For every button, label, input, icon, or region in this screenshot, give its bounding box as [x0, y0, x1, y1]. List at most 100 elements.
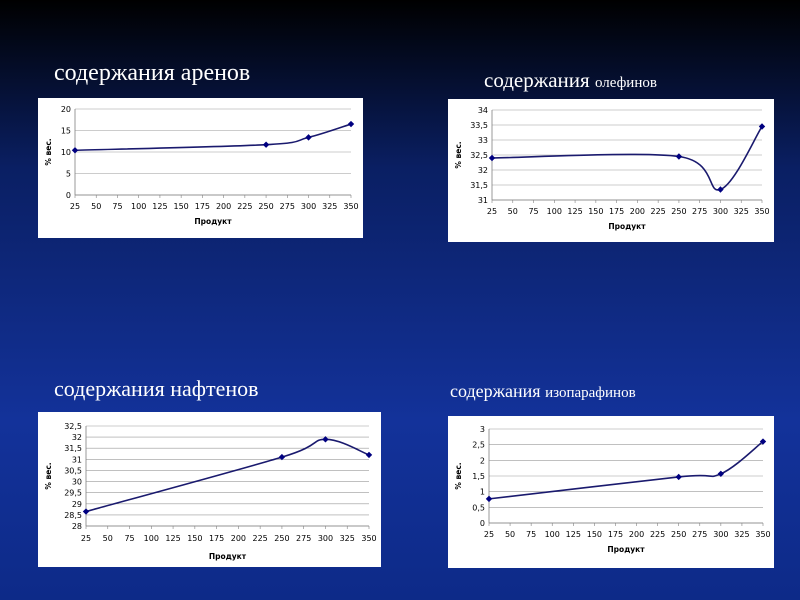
chart-2-xtick-label: 350 [361, 534, 376, 543]
chart-1-data-point [717, 186, 724, 193]
chart-0-data-point [71, 147, 79, 154]
chart-1-xtick-label: 25 [487, 207, 497, 216]
chart-2-ytick-label: 29,5 [64, 489, 82, 498]
chart-3-ytick-label: 1,5 [472, 472, 485, 481]
chart-1-xtick-label: 75 [528, 207, 538, 216]
chart-3-xtick-label: 75 [526, 530, 536, 539]
chart-2-xaxis-label: Продукт [209, 552, 247, 561]
chart-0-ytick-label: 0 [66, 191, 71, 200]
chart-2-xtick-label: 275 [296, 534, 311, 543]
chart-3-xtick-label: 50 [505, 530, 515, 539]
chart-0-xtick-label: 125 [152, 202, 167, 211]
chart-1-ytick-label: 33 [478, 136, 488, 145]
chart-2-ytick-label: 28 [72, 522, 82, 531]
chart-1-xtick-label: 275 [692, 207, 707, 216]
chart-3-ytick-label: 0,5 [472, 503, 485, 512]
chart-2-xtick-label: 125 [165, 534, 180, 543]
chart-3-xtick-label: 300 [713, 530, 728, 539]
chart-0-ytick-label: 5 [66, 170, 71, 179]
chart-0-xtick-label: 225 [237, 202, 252, 211]
chart-0-xtick-label: 175 [195, 202, 210, 211]
chart-1-series-line [491, 126, 763, 191]
chart-3-xtick-label: 225 [650, 530, 665, 539]
chart-1-ytick-label: 31 [478, 196, 488, 205]
chart-0-xtick-label: 275 [280, 202, 295, 211]
chart-0-xaxis-label: Продукт [194, 217, 232, 226]
chart-0-xtick-label: 100 [131, 202, 146, 211]
chart-2-yaxis-label: % вес. [44, 462, 53, 489]
chart-1-xtick-label: 100 [547, 207, 562, 216]
chart-1-xtick-label: 200 [630, 207, 645, 216]
chart-3-xtick-label: 325 [734, 530, 749, 539]
chart-0-series-line [74, 123, 352, 152]
chart-1-xtick-label: 300 [713, 207, 728, 216]
chart-2-ytick-label: 28,5 [64, 511, 82, 520]
naphthenes-chart: 28 28,5 29 29,5 30 30,5 31 31,5 32 32,5 25 50 75 100 1… [44, 422, 377, 561]
chart-1-data-point [488, 154, 496, 162]
chart-3-ytick-label: 2 [480, 456, 485, 465]
chart-2-ytick-label: 31 [72, 455, 82, 464]
naphthenes-heading: содержания нафтенов [54, 376, 259, 401]
chart-3-xaxis-label: Продукт [607, 545, 645, 554]
chart-3-xtick-label: 125 [566, 530, 581, 539]
chart-2-ytick-label: 32 [72, 433, 82, 442]
chart-0-xtick-label: 325 [322, 202, 337, 211]
chart-1-xtick-label: 50 [508, 207, 518, 216]
olefins-chart-panel: 31 31,5 32 32,5 33 33,5 34 25 50 75 100 125 150 175 20… [448, 99, 774, 242]
chart-2-xtick-label: 175 [209, 534, 224, 543]
chart-3-xtick-label: 250 [671, 530, 686, 539]
chart-0-xtick-label: 300 [301, 202, 316, 211]
chart-1-ytick-label: 32,5 [470, 151, 488, 160]
chart-1-xtick-label: 175 [609, 207, 624, 216]
chart-2-xtick-label: 25 [81, 534, 91, 543]
chart-1-ytick-label: 31,5 [470, 181, 488, 190]
chart-3-xtick-label: 200 [629, 530, 644, 539]
chart-1-xtick-label: 125 [567, 207, 582, 216]
chart-1-data-point [675, 153, 683, 160]
arenes-chart: 0 5 10 15 20 25 50 75 100 125 150 175 200 225 250 275 30… [44, 105, 359, 226]
isoparaffins-chart-panel: 0 0,5 1 1,5 2 2,5 3 25 50 75 100 125 150 175 200 225 250… [448, 416, 774, 568]
olefins-chart: 31 31,5 32 32,5 33 33,5 34 25 50 75 100 125 150 175 20… [454, 106, 770, 231]
chart-3-xtick-label: 100 [545, 530, 560, 539]
chart-0-xtick-label: 200 [216, 202, 231, 211]
chart-3-series-line [488, 440, 764, 500]
chart-0-xtick-label: 350 [343, 202, 358, 211]
olefins-heading: содержания олефинов [484, 68, 657, 93]
chart-2-ytick-label: 32,5 [64, 422, 82, 431]
chart-2-xtick-label: 225 [253, 534, 268, 543]
chart-0-xtick-label: 75 [112, 202, 122, 211]
chart-3-data-point [675, 473, 682, 481]
chart-2-data-point [365, 451, 373, 459]
chart-2-ytick-label: 30,5 [64, 466, 82, 475]
chart-3-xtick-label: 350 [755, 530, 770, 539]
chart-1-xtick-label: 350 [754, 207, 769, 216]
chart-0-xtick-label: 150 [174, 202, 189, 211]
olefins-heading-sub: олефинов [594, 75, 657, 91]
chart-2-data-point [322, 436, 329, 443]
chart-2-ytick-label: 30 [72, 478, 82, 487]
chart-2-data-point [82, 508, 90, 515]
chart-2-xtick-label: 325 [340, 534, 355, 543]
chart-1-xtick-label: 325 [734, 207, 749, 216]
chart-3-ytick-label: 0 [480, 519, 485, 528]
chart-0-data-point [262, 141, 270, 148]
chart-3-xtick-label: 25 [484, 530, 494, 539]
isoparaffins-heading-sub: изопарафинов [545, 385, 636, 401]
chart-3-ytick-label: 1 [480, 488, 485, 497]
chart-1-ytick-label: 32 [478, 166, 488, 175]
chart-3-xtick-label: 275 [692, 530, 707, 539]
chart-3-yaxis-label: % вес. [454, 462, 463, 489]
chart-2-data-point [278, 453, 286, 461]
arenes-chart-panel: 0 5 10 15 20 25 50 75 100 125 150 175 200 225 250 275 30… [38, 98, 363, 238]
chart-0-xtick-label: 50 [91, 202, 101, 211]
chart-0-ytick-label: 20 [61, 105, 71, 114]
chart-1-data-point [758, 123, 766, 130]
chart-3-ytick-label: 3 [480, 425, 485, 434]
chart-2-xtick-label: 250 [274, 534, 289, 543]
chart-1-ytick-label: 34 [478, 106, 488, 115]
arenes-heading: содержания аренов [54, 60, 251, 86]
isoparaffins-heading: содержания изопарафинов [450, 381, 636, 402]
olefins-heading-main: содержания [484, 68, 590, 92]
chart-2-xtick-label: 50 [103, 534, 113, 543]
chart-0-data-point [347, 120, 355, 128]
